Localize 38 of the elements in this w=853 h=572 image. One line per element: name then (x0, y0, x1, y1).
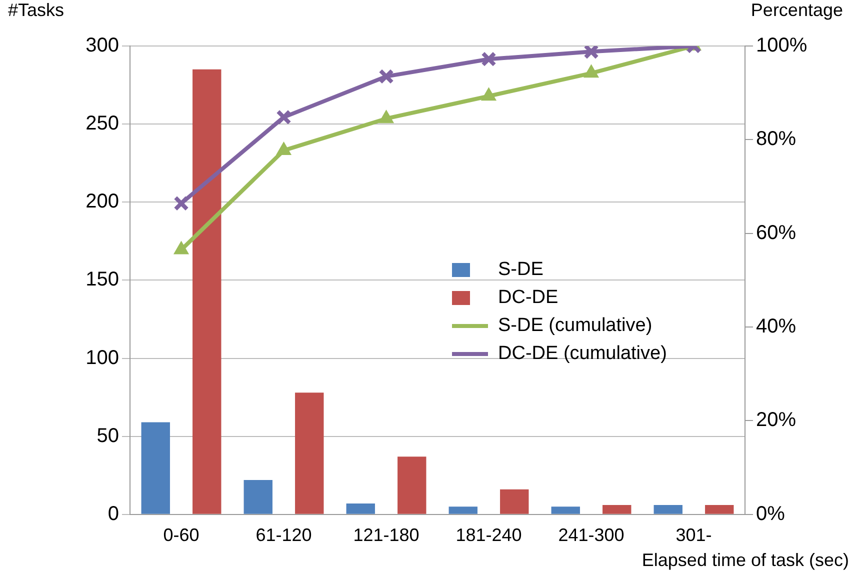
bar (654, 505, 682, 514)
bar (244, 480, 272, 514)
bar (448, 506, 478, 514)
x-tick-label: 121-180 (353, 525, 420, 546)
y-tick-label: 50 (96, 424, 119, 447)
bar (500, 489, 529, 514)
bar (602, 505, 632, 514)
y2-tick-label: 80% (756, 128, 796, 150)
x-tick-label: 181-240 (456, 525, 522, 546)
x-tick-label: 61-120 (256, 525, 312, 546)
legend-label: S-DE (498, 259, 544, 281)
bar (141, 422, 170, 514)
x-tick-label: 241-300 (558, 525, 624, 546)
bar (295, 392, 324, 514)
y2-tick-label: 60% (756, 222, 796, 244)
legend-label: DC-DE (cumulative) (498, 343, 667, 365)
y2-axis-title: Percentage (750, 0, 843, 20)
y-tick-label: 0 (108, 502, 119, 525)
x-axis-title: Elapsed time of task (sec) (642, 550, 849, 570)
y-axis-title: #Tasks (8, 0, 64, 20)
bar (192, 69, 222, 514)
bar (346, 503, 375, 514)
legend-label: S-DE (cumulative) (498, 315, 652, 337)
bar (705, 505, 734, 514)
y-tick-label: 100 (86, 346, 119, 369)
y-tick-label: 300 (86, 34, 119, 57)
bar (551, 506, 580, 514)
y-tick-label: 150 (86, 268, 119, 291)
x-tick-label: 0-60 (163, 525, 200, 546)
y2-tick-label: 0% (756, 502, 786, 525)
y-tick-label: 200 (86, 190, 119, 213)
y2-tick-label: 40% (756, 316, 796, 338)
y2-tick-label: 100% (756, 34, 808, 57)
x-tick-label: 301- (676, 525, 712, 546)
bar (398, 456, 426, 514)
legend-label: DC-DE (498, 287, 558, 309)
y2-tick-label: 20% (756, 409, 796, 432)
y-tick-label: 250 (86, 112, 119, 135)
